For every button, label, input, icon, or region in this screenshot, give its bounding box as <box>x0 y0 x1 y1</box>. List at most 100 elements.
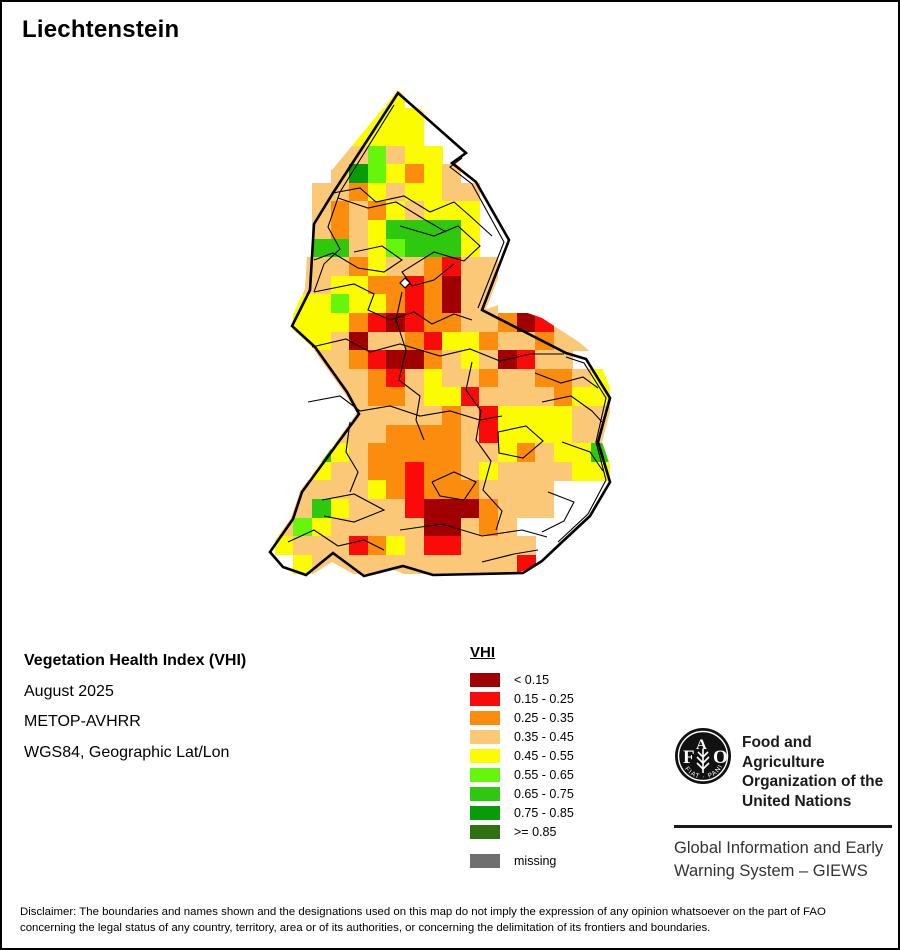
vhi-cell <box>497 387 517 407</box>
vhi-cell <box>404 480 424 500</box>
vhi-cell <box>497 405 517 425</box>
vhi-cell <box>460 424 480 444</box>
vhi-cell <box>535 461 555 481</box>
vhi-cell <box>404 238 424 258</box>
vhi-cell <box>516 498 536 518</box>
vhi-cell <box>367 108 387 128</box>
vhi-cell <box>311 294 331 314</box>
vhi-cell <box>367 238 387 258</box>
vhi-cell <box>497 498 517 518</box>
vhi-cell <box>404 275 424 295</box>
vhi-cell <box>516 331 536 351</box>
vhi-cell <box>404 368 424 388</box>
vhi-cell <box>311 480 331 500</box>
vhi-cell <box>516 554 536 574</box>
vhi-cell <box>442 238 462 258</box>
vhi-cell <box>386 331 406 351</box>
vhi-cell <box>535 480 555 500</box>
vhi-cell <box>367 219 387 239</box>
vhi-cell <box>349 517 369 537</box>
legend-label: 0.55 - 0.65 <box>514 767 574 782</box>
vhi-cell <box>423 219 443 239</box>
vhi-cell <box>516 424 536 444</box>
vhi-cell <box>423 517 443 537</box>
vhi-cell <box>423 294 443 314</box>
disclaimer-text: Disclaimer: The boundaries and names sho… <box>20 906 826 934</box>
vhi-cell <box>349 238 369 258</box>
vhi-cell <box>497 480 517 500</box>
vhi-cell <box>367 350 387 370</box>
legend-heading: VHI <box>470 644 496 661</box>
vhi-cell <box>311 461 331 481</box>
vhi-cell <box>442 405 462 425</box>
vhi-cell <box>386 182 406 202</box>
info-date: August 2025 <box>24 682 114 700</box>
vhi-cell <box>330 257 350 277</box>
vhi-cell <box>553 312 573 332</box>
vhi-cell <box>460 182 480 202</box>
vhi-cell <box>330 387 350 407</box>
vhi-cell <box>553 331 573 351</box>
vhi-cell <box>460 201 480 221</box>
vhi-cell <box>460 517 480 537</box>
vhi-cell <box>423 331 443 351</box>
vhi-cell <box>311 517 331 537</box>
vhi-cell <box>386 108 406 128</box>
vhi-cell <box>423 145 443 165</box>
vhi-cell <box>423 443 443 463</box>
vhi-cell <box>479 294 499 314</box>
vhi-cell <box>442 219 462 239</box>
vhi-cell <box>330 275 350 295</box>
vhi-cell <box>553 387 573 407</box>
vhi-cell <box>404 498 424 518</box>
vhi-cell <box>293 275 313 295</box>
vhi-cell <box>367 331 387 351</box>
vhi-cell <box>442 424 462 444</box>
info-projection: WGS84, Geographic Lat/Lon <box>24 743 230 761</box>
vhi-cell <box>349 368 369 388</box>
vhi-cell <box>349 424 369 444</box>
map-info-block: Vegetation Health Index (VHI) August 202… <box>24 652 246 774</box>
legend-item: >= 0.85 <box>470 822 620 841</box>
vhi-cell <box>349 443 369 463</box>
vhi-cell <box>479 257 499 277</box>
vhi-cell <box>572 461 592 481</box>
vhi-cell <box>479 517 499 537</box>
vhi-cell <box>330 554 350 574</box>
vhi-cell <box>311 350 331 370</box>
vhi-cell <box>349 405 369 425</box>
vhi-cell <box>553 461 573 481</box>
vhi-cell <box>367 201 387 221</box>
vhi-cell <box>442 294 462 314</box>
vhi-cell <box>330 443 350 463</box>
vhi-cell <box>293 294 313 314</box>
vhi-cell <box>404 387 424 407</box>
vhi-cell <box>349 480 369 500</box>
vhi-cell <box>479 554 499 574</box>
vhi-cell <box>460 275 480 295</box>
fao-branding: F A O FIAT · PANIS Food and Agriculture … <box>674 727 892 883</box>
vhi-cell <box>535 387 555 407</box>
vhi-cell <box>516 368 536 388</box>
vhi-cell <box>311 182 331 202</box>
vhi-cell <box>311 536 331 556</box>
vhi-cell <box>442 275 462 295</box>
vhi-cell <box>423 201 443 221</box>
vhi-cell <box>423 536 443 556</box>
fao-org-name: Food and Agriculture Organization of the… <box>742 734 884 810</box>
vhi-cell <box>404 219 424 239</box>
vhi-cell <box>590 405 610 425</box>
vhi-cell <box>404 164 424 184</box>
vhi-cell <box>497 554 517 574</box>
vhi-cell <box>311 443 331 463</box>
vhi-cell <box>479 331 499 351</box>
vhi-cell <box>293 331 313 351</box>
vhi-cell <box>479 498 499 518</box>
vhi-cell <box>442 461 462 481</box>
fao-divider <box>674 825 892 828</box>
vhi-cell <box>293 312 313 332</box>
vhi-cell <box>516 405 536 425</box>
vhi-cell <box>404 443 424 463</box>
vhi-cell <box>404 182 424 202</box>
vhi-cell <box>293 257 313 277</box>
